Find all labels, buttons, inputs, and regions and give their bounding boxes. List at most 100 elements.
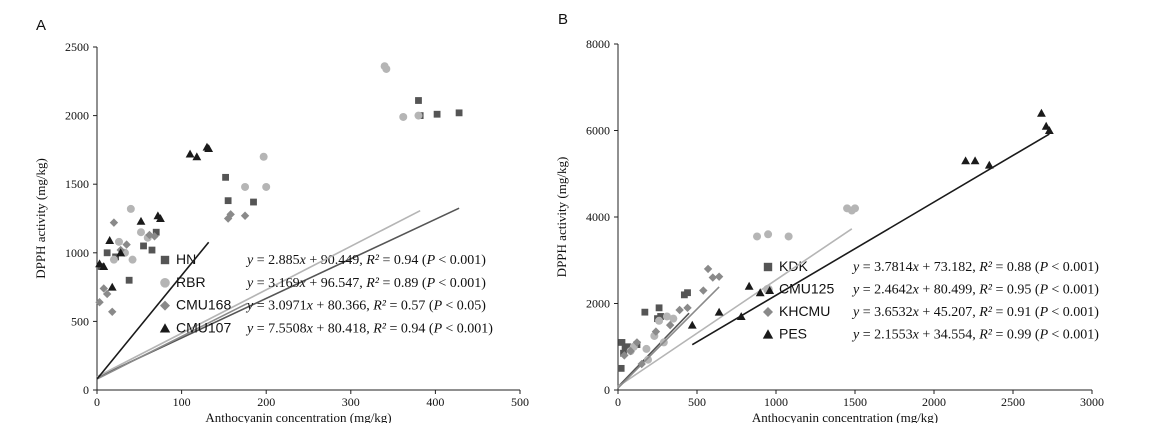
series-CMU107	[95, 142, 214, 380]
y-tick-label: 8000	[586, 37, 610, 51]
y-axis-label: DPPH activity (mg/kg)	[554, 157, 569, 278]
x-tick-label: 400	[426, 395, 444, 409]
regression-equation-KDK: y = 3.7814x + 73.182, R² = 0.88 (P < 0.0…	[851, 260, 1099, 275]
x-tick-label: 0	[615, 395, 621, 409]
data-point-KDK	[617, 364, 625, 372]
legend-marker-HN	[160, 255, 170, 265]
panel-letter-A: A	[36, 17, 46, 34]
data-point-CMU168	[108, 307, 117, 316]
legend-marker-KDK	[763, 262, 773, 272]
data-point-RBR	[399, 112, 408, 121]
data-point-CMU125	[764, 230, 773, 239]
y-tick-label: 2000	[586, 297, 610, 311]
data-point-KHCMU	[626, 346, 635, 356]
data-point-CMU168	[150, 232, 159, 241]
x-tick-label: 2000	[922, 395, 946, 409]
data-point-CMU168	[95, 297, 104, 307]
data-point-RBR	[126, 204, 135, 213]
data-point-CMU107	[156, 214, 165, 223]
legend-label-KDK: KDK	[779, 258, 808, 274]
x-tick-label: 200	[257, 395, 275, 409]
data-point-RBR	[241, 182, 250, 191]
data-point-PES	[744, 281, 754, 290]
legend-marker-KHCMU	[763, 307, 773, 317]
data-point-RBR	[136, 228, 145, 237]
data-point-KHCMU	[665, 320, 675, 330]
regression-equation-RBR: y = 3.169x + 96.547, R² = 0.89 (P < 0.00…	[245, 276, 486, 291]
data-point-CMU107	[136, 216, 146, 225]
regression-equation-CMU125: y = 2.4642x + 80.499, R² = 0.95 (P < 0.0…	[851, 283, 1099, 298]
regression-equation-PES: y = 2.1553x + 34.554, R² = 0.99 (P < 0.0…	[851, 328, 1099, 343]
data-point-RBR	[259, 152, 268, 161]
data-point-KHCMU	[683, 303, 692, 313]
data-point-RBR	[382, 64, 391, 73]
data-point-PES	[736, 312, 746, 320]
data-point-CMU107	[107, 282, 117, 291]
legend-label-KHCMU: KHCMU	[779, 303, 830, 319]
data-point-CMU107	[99, 262, 109, 271]
data-point-KHCMU	[699, 286, 708, 295]
y-tick-label: 1000	[65, 246, 89, 260]
data-point-KHCMU	[675, 305, 684, 315]
data-point-KDK	[655, 304, 663, 312]
data-point-CMU168	[99, 284, 108, 293]
series-KHCMU	[617, 264, 724, 389]
data-point-CMU125	[851, 204, 859, 213]
y-tick-label: 2000	[65, 109, 89, 123]
x-tick-label: 500	[688, 395, 706, 409]
data-point-CMU107	[95, 259, 104, 268]
data-point-PES	[970, 156, 980, 165]
regression-equation-KHCMU: y = 3.6532x + 45.207, R² = 0.91 (P < 0.0…	[851, 305, 1099, 320]
data-point-CMU125	[644, 355, 653, 364]
y-tick-label: 6000	[586, 124, 610, 138]
data-point-HN	[140, 242, 147, 250]
fit-line-KHCMU	[617, 286, 720, 389]
data-point-PES	[1037, 108, 1046, 117]
y-axis-label: DPPH activity (mg/kg)	[33, 158, 48, 279]
x-tick-label: 100	[173, 395, 191, 409]
data-point-HN	[148, 246, 156, 254]
data-point-KHCMU	[620, 351, 629, 360]
x-tick-label: 1000	[764, 395, 788, 409]
data-point-KHCMU	[651, 327, 661, 336]
data-point-HN	[455, 109, 463, 117]
legend-marker-CMU168	[160, 300, 170, 311]
data-point-PES	[765, 286, 775, 295]
data-point-CMU168	[122, 240, 131, 249]
data-point-RBR	[114, 237, 123, 246]
legend-marker-RBR	[160, 278, 170, 288]
data-point-CMU125	[784, 232, 793, 241]
legend-label-CMU107: CMU107	[176, 319, 231, 335]
data-point-HN	[250, 198, 257, 206]
y-tick-label: 0	[604, 383, 610, 397]
data-point-HN	[433, 110, 441, 118]
x-tick-label: 3000	[1080, 395, 1104, 409]
data-point-KHCMU	[632, 338, 642, 347]
data-point-KDK	[641, 308, 649, 316]
data-point-CMU125	[753, 232, 762, 241]
x-tick-label: 2500	[1001, 395, 1025, 409]
data-point-CMU107	[116, 248, 126, 257]
data-point-HN	[222, 173, 229, 181]
data-point-CMU107	[185, 149, 195, 158]
regression-equation-CMU168: y = 3.0971x + 80.366, R² = 0.57 (P < 0.0…	[245, 299, 486, 314]
data-point-HN	[415, 97, 422, 104]
x-tick-label: 500	[511, 395, 529, 409]
panel-A: A 0 500 1000 1500 2000 2500 0 100 200 300 400 500 Ant…	[33, 17, 529, 423]
fit-line-CMU168	[96, 302, 248, 380]
fit-line-CMU107	[96, 241, 210, 380]
regression-equation-CMU107: y = 7.5508x + 80.418, R² = 0.94 (P < 0.0…	[245, 321, 493, 336]
data-point-CMU107	[204, 144, 214, 153]
data-point-KHCMU	[714, 272, 724, 281]
data-point-RBR	[414, 111, 423, 120]
data-point-HN	[103, 249, 111, 257]
y-tick-label: 2500	[65, 40, 89, 54]
data-point-RBR	[128, 255, 137, 264]
legend-label-PES: PES	[779, 326, 807, 342]
panel-letter-B: B	[558, 11, 568, 28]
panel-B: B 0 2000 4000 6000 8000 0 500 1000 1500 2000 2500 30…	[554, 11, 1104, 423]
x-axis-label: Anthocyanin concentration (mg/kg)	[205, 410, 391, 423]
fit-line-PES	[691, 133, 1050, 346]
